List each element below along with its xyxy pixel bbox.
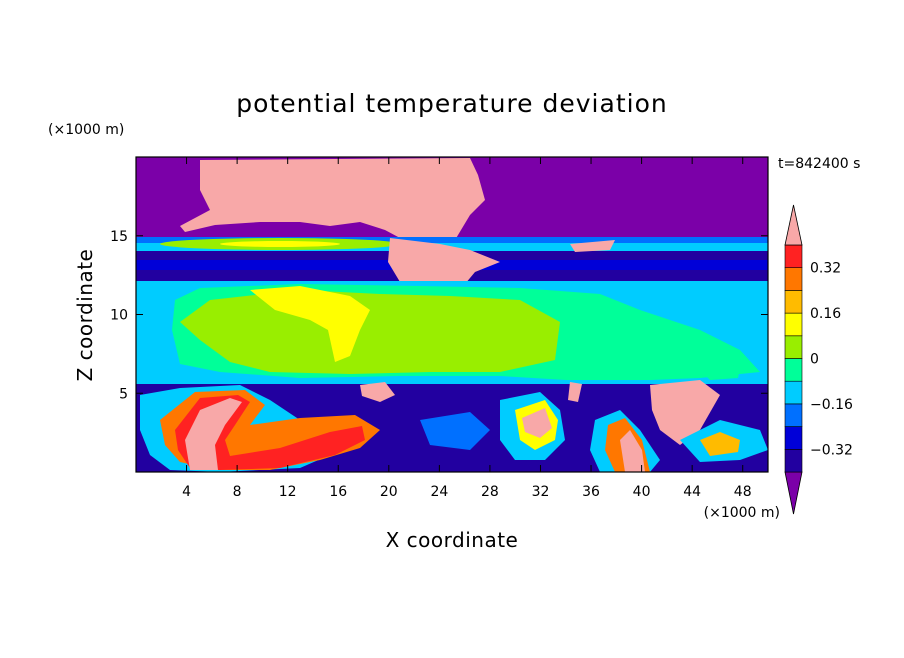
x-tick-label: 40 [633,484,651,500]
x-tick-label: 36 [582,484,600,500]
x-units-label: (×1000 m) [704,505,780,521]
x-tick-label: 32 [532,484,550,500]
y-tick-label: 10 [110,308,128,324]
x-tick-label: 12 [279,484,297,500]
colorbar-label: −0.16 [810,397,853,413]
colorbar-swatch [784,380,803,405]
y-tick-label: 5 [119,386,128,402]
contour-field [136,157,768,472]
colorbar: 0.32 0.16 0 −0.16 −0.32 [784,204,853,515]
colorbar-swatch [784,335,803,359]
colorbar-label: 0 [810,352,819,368]
x-tick-label: 8 [233,484,242,500]
x-tick-label: 24 [430,484,448,500]
colorbar-label: −0.32 [810,442,853,458]
y-axis-title: Z coordinate [73,249,97,382]
y-units-label: (×1000 m) [48,122,124,138]
colorbar-swatch [784,290,803,314]
colorbar-swatch [784,403,803,427]
colorbar-swatch [784,267,803,291]
x-tick-label: 44 [683,484,701,500]
x-tick-label: 28 [481,484,499,500]
x-tick-label: 4 [182,484,191,500]
colorbar-swatch [784,358,803,382]
chart-title: potential temperature deviation [236,89,667,118]
y-tick-label: 15 [110,229,128,245]
colorbar-high-triangle [784,204,803,246]
colorbar-swatch [784,426,803,450]
x-axis-title: X coordinate [386,528,519,552]
x-tick-label: 20 [380,484,398,500]
colorbar-label: 0.32 [810,261,841,277]
colorbar-swatch [784,448,803,473]
colorbar-label: 0.16 [810,306,841,322]
x-axis: 4 8 12 16 20 24 28 32 36 40 44 48 [182,157,752,500]
colorbar-low-triangle [784,471,803,515]
y-axis: 5 10 15 [110,229,768,402]
colorbar-swatch [784,244,803,269]
x-tick-label: 16 [329,484,347,500]
x-tick-label: 48 [734,484,752,500]
colorbar-swatch [784,312,803,337]
time-label: t=842400 s [778,156,860,172]
